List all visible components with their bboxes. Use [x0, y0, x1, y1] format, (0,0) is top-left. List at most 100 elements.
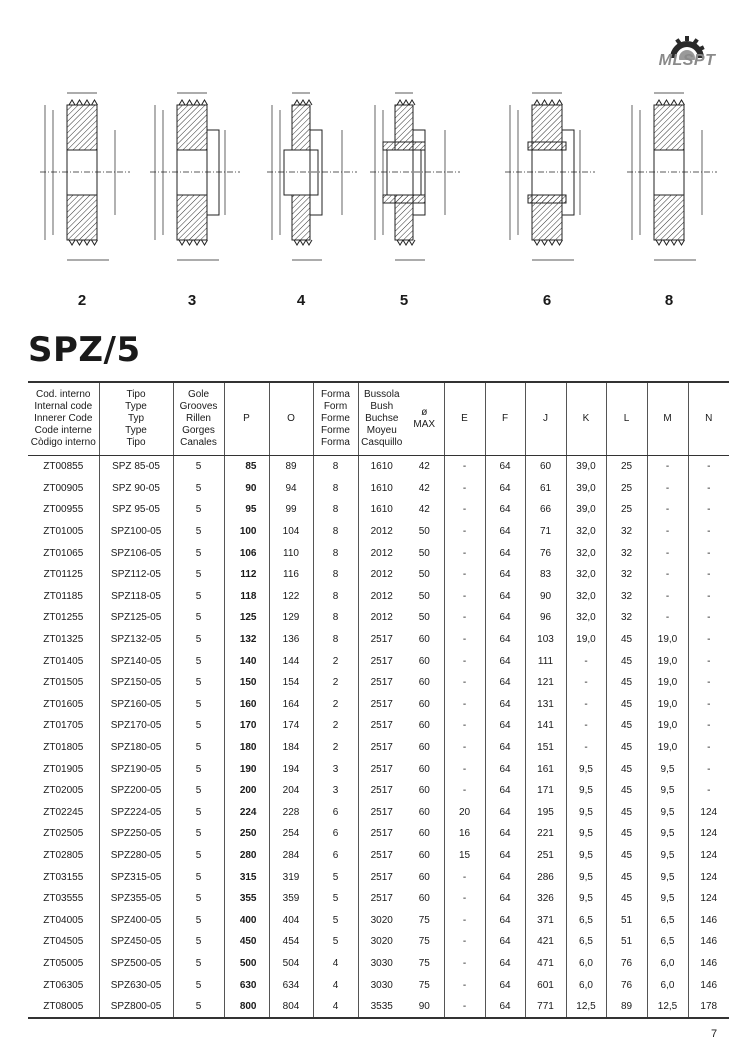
col-e-cell: - — [443, 931, 485, 953]
col-grooves-cell: 5 — [172, 650, 224, 672]
col-m-cell: 9,5 — [646, 801, 688, 824]
col-l-cell: 45 — [605, 715, 647, 737]
col-o-cell: 110 — [268, 542, 313, 564]
col-k-cell: 32,0 — [565, 542, 606, 564]
col-internal-code-cell: ZT01255 — [43, 612, 84, 624]
col-grooves-cell: 5 — [172, 628, 224, 651]
col-p-cell: 90 — [223, 477, 269, 500]
col-type-cell: SPZ280-05 — [98, 844, 173, 867]
col-f-cell: 64 — [484, 801, 525, 824]
form-number-label: 2 — [77, 292, 87, 309]
col-type-cell: SPZ140-05 — [98, 650, 173, 672]
table-row: ZT04005 SPZ400-05 5 400 404 5 3020 75-64 371 6,5 5… — [28, 909, 729, 932]
col-m-cell: 9,5 — [646, 758, 688, 780]
col-e-cell: - — [443, 650, 485, 672]
col-form-cell: 5 — [312, 866, 358, 888]
table-row: ZT06305 SPZ630-05 5 630 634 4 3030 75-64 601 6,0 7… — [28, 974, 729, 996]
col-o-cell: 204 — [268, 779, 313, 802]
col-o-cell: 254 — [268, 823, 313, 845]
col-e-cell: - — [443, 628, 485, 651]
col-bush-cell: 2517 — [357, 844, 405, 867]
col-max-bore-cell: 50 — [418, 526, 430, 538]
col-k-cell: - — [565, 671, 606, 694]
col-n-cell: 124 — [687, 887, 729, 910]
col-max-bore-cell: 60 — [418, 871, 430, 883]
col-grooves-cell: 5 — [172, 563, 224, 586]
col-o-cell: 144 — [268, 650, 313, 672]
col-type-cell: SPZ224-05 — [98, 801, 173, 824]
col-grooves-cell: 5 — [172, 607, 224, 629]
col-type-cell: SPZ800-05 — [98, 995, 173, 1019]
col-max-bore-header: ø MAX — [405, 382, 444, 456]
col-k-cell: 32,0 — [565, 520, 606, 543]
col-grooves-cell: 5 — [172, 974, 224, 996]
col-o-cell: 116 — [268, 563, 313, 586]
col-p-cell: 95 — [223, 499, 269, 521]
col-n-cell: - — [687, 607, 729, 629]
col-f-cell: 64 — [484, 866, 525, 888]
col-bush-cell: 1610 — [357, 455, 405, 478]
col-f-cell: 64 — [484, 542, 525, 564]
col-j-header: J — [524, 382, 566, 456]
col-j-cell: 66 — [524, 499, 566, 521]
col-l-cell: 76 — [605, 974, 647, 996]
col-l-cell: 32 — [605, 520, 647, 543]
pulley-form-2-drawing: 2 — [35, 80, 135, 309]
col-p-cell: 630 — [223, 974, 269, 996]
col-n-cell: - — [687, 499, 729, 521]
col-p-cell: 106 — [223, 542, 269, 564]
col-n-cell: 146 — [687, 952, 729, 975]
table-row: ZT01605 SPZ160-05 5 160 164 2 2517 60-64 131-45 1… — [28, 693, 729, 716]
col-j-cell: 161 — [524, 758, 566, 780]
form-number-label: 5 — [399, 292, 409, 309]
col-o-cell: 284 — [268, 844, 313, 867]
col-bush-cell: 3030 — [357, 974, 405, 996]
col-grooves-cell: 5 — [172, 520, 224, 543]
col-j-cell: 103 — [524, 628, 566, 651]
col-o-header: O — [268, 382, 313, 456]
col-max-bore-cell: 90 — [418, 1001, 430, 1013]
col-grooves-cell: 5 — [172, 477, 224, 500]
page-number: 7 — [711, 1028, 718, 1040]
col-k-cell: 9,5 — [565, 779, 606, 802]
table-row: ZT05005 SPZ500-05 5 500 504 4 3030 75-64 471 6,0 7… — [28, 952, 729, 975]
col-type-cell: SPZ355-05 — [98, 887, 173, 910]
col-p-cell: 100 — [223, 520, 269, 543]
col-n-cell: - — [687, 650, 729, 672]
col-e-header: E — [443, 382, 485, 456]
mlspt-logo: MLSPT — [652, 30, 722, 74]
col-form-header: Forma Form Forme Forme Forma — [312, 382, 358, 456]
col-m-cell: 6,5 — [646, 931, 688, 953]
col-p-cell: 118 — [223, 585, 269, 608]
form-number-label: 4 — [296, 292, 306, 309]
col-l-cell: 25 — [605, 499, 647, 521]
col-internal-code-cell: ZT00905 — [43, 482, 84, 494]
col-bush-cell: 2517 — [357, 736, 405, 759]
col-internal-code-cell: ZT01125 — [43, 569, 83, 581]
col-o-cell: 404 — [268, 909, 313, 932]
col-o-cell: 94 — [268, 477, 313, 500]
col-k-cell: - — [565, 650, 606, 672]
col-k-cell: 6,0 — [565, 974, 606, 996]
col-m-cell: - — [646, 607, 688, 629]
col-f-cell: 64 — [484, 758, 525, 780]
col-e-cell: - — [443, 563, 485, 586]
col-m-cell: 19,0 — [646, 693, 688, 716]
col-m-cell: 9,5 — [646, 887, 688, 910]
col-e-cell: - — [443, 477, 485, 500]
col-internal-code-cell: ZT00955 — [43, 504, 84, 516]
col-o-cell: 164 — [268, 693, 313, 716]
table-row: ZT02005 SPZ200-05 5 200 204 3 2517 60-64 171 9,5 4… — [28, 779, 729, 802]
col-m-header: M — [646, 382, 688, 456]
col-form-cell: 8 — [312, 542, 358, 564]
col-p-cell: 85 — [223, 455, 269, 478]
col-p-cell: 180 — [223, 736, 269, 759]
col-bush-cell: 2012 — [357, 563, 405, 586]
col-form-cell: 3 — [312, 779, 358, 802]
col-n-cell: - — [687, 542, 729, 564]
col-f-cell: 64 — [484, 995, 525, 1019]
col-e-cell: - — [443, 887, 485, 910]
col-form-cell: 2 — [312, 650, 358, 672]
col-l-cell: 51 — [605, 909, 647, 932]
col-j-cell: 96 — [524, 607, 566, 629]
